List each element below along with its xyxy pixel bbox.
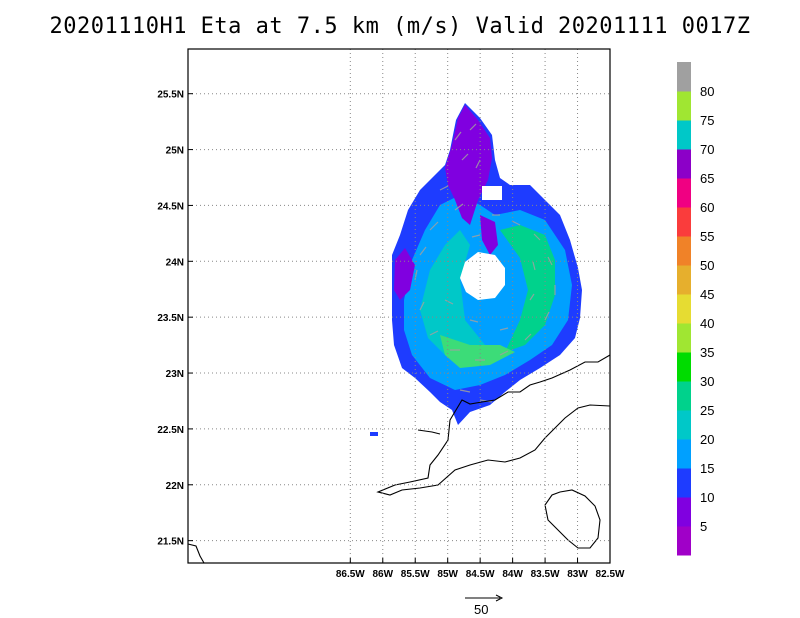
colorbar-swatch <box>677 91 691 121</box>
lat-tick-label: 21.5N <box>157 537 184 548</box>
colorbar-swatch <box>677 265 691 295</box>
wind-vectors <box>414 123 556 403</box>
colorbar-label: 70 <box>700 142 714 157</box>
colorbar-swatch <box>677 468 691 498</box>
colorbar-swatch <box>677 381 691 411</box>
wind-field-green-south <box>440 335 515 368</box>
colorbar-swatch <box>677 149 691 179</box>
wind-field-gap <box>482 186 502 200</box>
lat-tick-label: 24N <box>166 257 184 268</box>
coastline <box>187 354 611 564</box>
colorbar-label: 30 <box>700 374 714 389</box>
colorbar-label: 10 <box>700 490 714 505</box>
colorbar-label: 80 <box>700 84 714 99</box>
lat-tick-label: 25N <box>166 146 184 157</box>
colorbar-label: 50 <box>700 258 714 273</box>
lat-tick-label: 22.5N <box>157 425 184 436</box>
reference-vector-label: 50 <box>474 602 488 617</box>
colorbar-swatch <box>677 439 691 469</box>
wind-field-purple-north <box>445 105 492 225</box>
colorbar-swatch <box>677 178 691 208</box>
map-title: 20201110H1 Eta at 7.5 km (m/s) Valid 202… <box>49 14 751 39</box>
wind-speed-field <box>370 103 582 436</box>
lon-tick-label: 82.5W <box>596 569 625 580</box>
colorbar-swatch <box>677 410 691 440</box>
axis-ticks: 86.5W 86W 85.5W 85W 84.5W 84W 83.5W 83W 82.5W 25.… <box>157 90 625 580</box>
lon-tick-label: 85.5W <box>401 569 430 580</box>
colorbar: 5 10 15 20 25 30 35 40 45 50 55 60 65 70 75 80 <box>677 62 714 556</box>
plot-frame <box>187 48 611 564</box>
colorbar-label: 45 <box>700 287 714 302</box>
lat-tick-label: 23N <box>166 369 184 380</box>
colorbar-swatch <box>677 526 691 556</box>
colorbar-label: 60 <box>700 200 714 215</box>
wind-field-green-east <box>500 225 555 352</box>
colorbar-label: 40 <box>700 316 714 331</box>
colorbar-label: 55 <box>700 229 714 244</box>
wind-field-purple-core <box>480 215 498 255</box>
colorbar-swatch <box>677 120 691 150</box>
colorbar-swatch <box>677 236 691 266</box>
lat-tick-label: 25.5N <box>157 90 184 101</box>
lat-tick-label: 24.5N <box>157 201 184 212</box>
lon-tick-label: 84.5W <box>466 569 495 580</box>
colorbar-swatch <box>677 497 691 527</box>
wind-field-teal <box>420 230 485 360</box>
lat-tick-label: 23.5N <box>157 313 184 324</box>
colorbar-swatch <box>677 207 691 237</box>
colorbar-label: 15 <box>700 461 714 476</box>
lon-tick-label: 83.5W <box>531 569 560 580</box>
colorbar-swatch <box>677 62 691 92</box>
colorbar-swatch <box>677 323 691 353</box>
colorbar-swatch <box>677 294 691 324</box>
graticule <box>188 49 610 563</box>
wind-field-speck <box>370 432 378 436</box>
wind-field-eye <box>460 252 505 300</box>
colorbar-label: 20 <box>700 432 714 447</box>
colorbar-label: 65 <box>700 171 714 186</box>
colorbar-label: 75 <box>700 113 714 128</box>
lon-tick-label: 86W <box>372 569 393 580</box>
colorbar-label: 5 <box>700 519 707 534</box>
colorbar-label: 35 <box>700 345 714 360</box>
wind-field-purple-west <box>394 248 415 300</box>
reference-vector: 50 <box>465 594 504 617</box>
colorbar-label: 25 <box>700 403 714 418</box>
lon-tick-label: 85W <box>437 569 458 580</box>
lon-tick-label: 83W <box>567 569 588 580</box>
lat-tick-label: 22N <box>166 481 184 492</box>
lon-tick-label: 86.5W <box>336 569 365 580</box>
colorbar-swatch <box>677 352 691 382</box>
lon-tick-label: 84W <box>502 569 523 580</box>
